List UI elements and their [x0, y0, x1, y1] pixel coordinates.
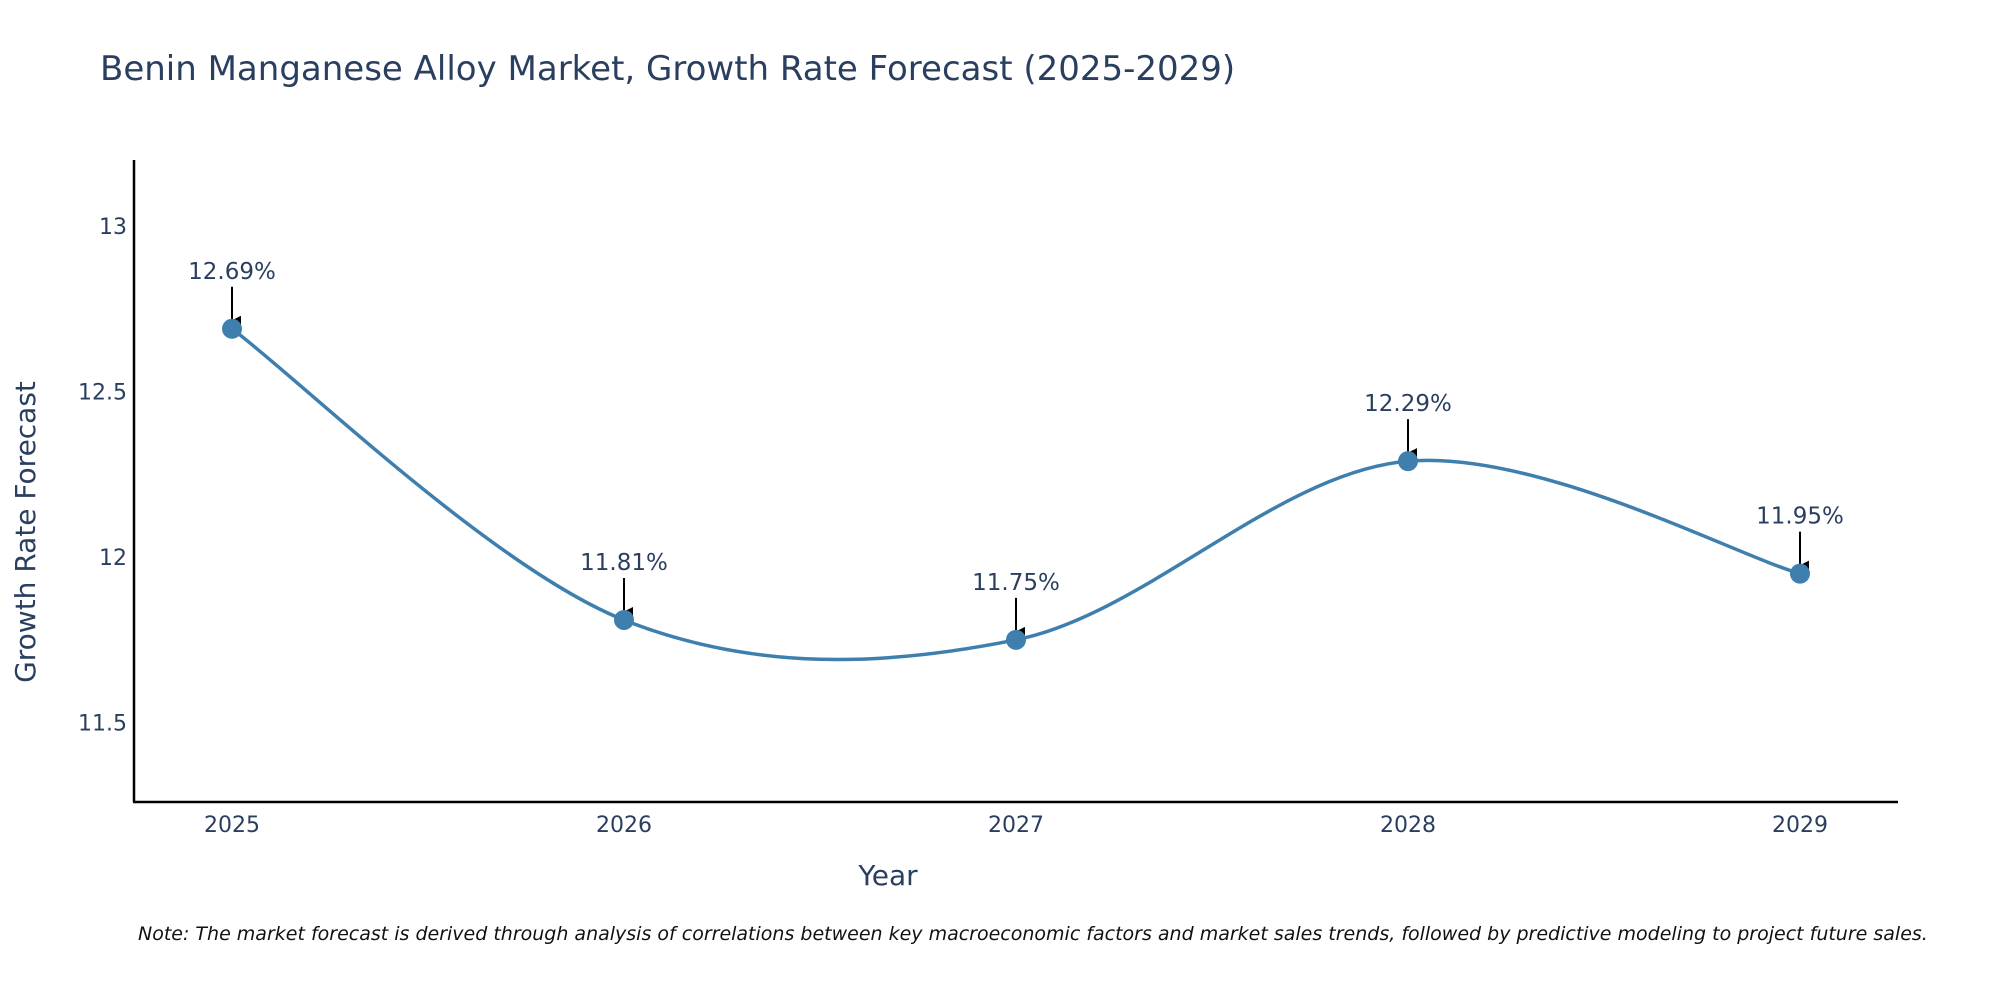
data-label: 11.81%	[580, 550, 668, 576]
y-tick-label: 12.5	[78, 381, 127, 406]
y-axis-title: Growth Rate Forecast	[9, 381, 42, 683]
x-axis-ticks: 2025 2026 2027 2028 2029	[204, 813, 1828, 838]
x-tick-label: 2025	[204, 813, 260, 838]
x-axis-title: Year	[857, 859, 918, 892]
data-annotations: 12.69% 11.81% 11.75% 12.29% 11.95%	[188, 259, 1844, 637]
data-point	[1006, 629, 1026, 650]
data-point	[222, 318, 242, 339]
footnote: Note: The market forecast is derived thr…	[138, 923, 1928, 945]
x-tick-label: 2029	[1772, 813, 1828, 838]
y-tick-label: 11.5	[78, 712, 127, 737]
x-tick-label: 2027	[988, 813, 1044, 838]
data-point	[1398, 451, 1418, 472]
x-tick-label: 2028	[1380, 813, 1436, 838]
data-point	[1790, 563, 1810, 584]
y-tick-label: 12	[99, 546, 127, 571]
chart-title: Benin Manganese Alloy Market, Growth Rat…	[100, 49, 1235, 89]
data-markers	[222, 318, 1810, 650]
data-label: 11.75%	[972, 570, 1060, 596]
x-tick-label: 2026	[596, 813, 652, 838]
y-axis-ticks: 11.5 12 12.5 13	[78, 215, 127, 736]
data-label: 12.69%	[188, 259, 276, 285]
data-point	[614, 609, 634, 630]
data-label: 12.29%	[1364, 391, 1452, 417]
data-label: 11.95%	[1756, 504, 1844, 530]
y-tick-label: 13	[99, 215, 127, 240]
